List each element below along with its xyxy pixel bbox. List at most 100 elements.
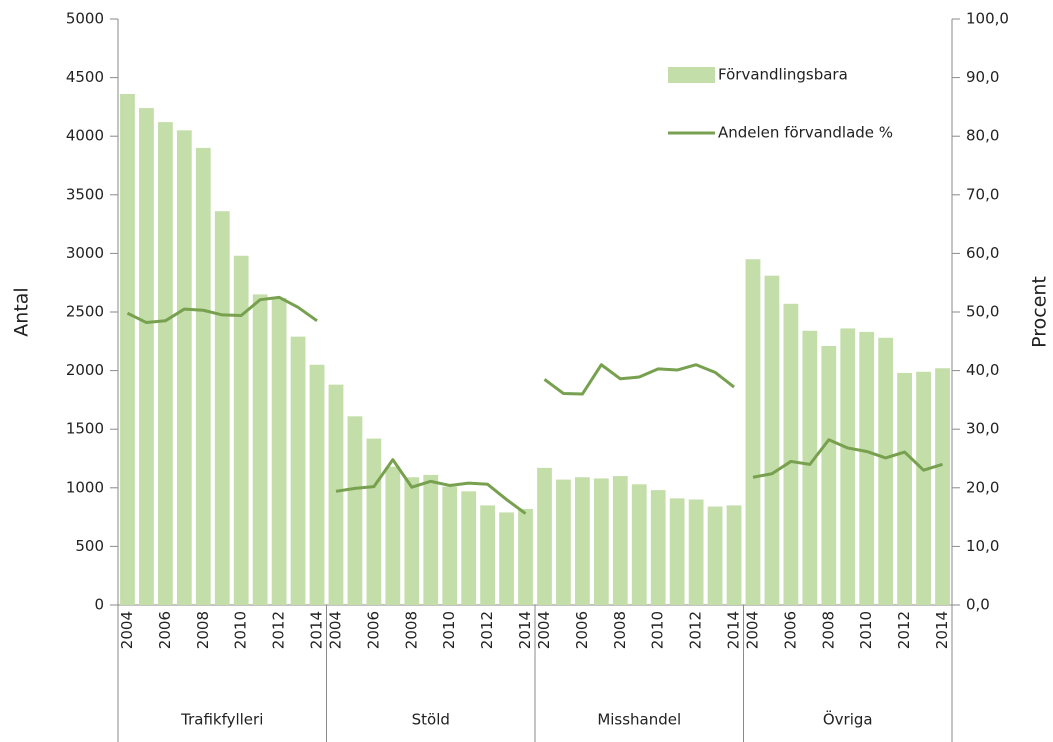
group-label: Misshandel bbox=[597, 711, 681, 729]
bar bbox=[537, 467, 552, 605]
bar bbox=[897, 372, 913, 605]
bar bbox=[518, 508, 533, 605]
bar bbox=[195, 147, 211, 606]
y-tick-label: 1500 bbox=[66, 420, 104, 438]
x-tick-label: 2014 bbox=[308, 611, 326, 649]
bar bbox=[233, 255, 249, 605]
x-tick-label: 2004 bbox=[326, 611, 344, 649]
y2-tick-label: 80,0 bbox=[966, 127, 999, 145]
y2-tick-label: 50,0 bbox=[966, 303, 999, 321]
bar bbox=[840, 328, 856, 605]
line bbox=[543, 363, 735, 396]
y2-tick-label: 10,0 bbox=[966, 537, 999, 555]
bar bbox=[214, 211, 230, 605]
y-tick-label: 5000 bbox=[66, 10, 104, 28]
y-axis-label: Antal bbox=[11, 287, 33, 336]
bar bbox=[859, 331, 875, 605]
x-tick-label: 2012 bbox=[478, 611, 496, 649]
group-label: Trafikfylleri bbox=[180, 711, 263, 729]
legend-swatch bbox=[668, 67, 715, 83]
bar bbox=[726, 505, 742, 605]
bar bbox=[783, 303, 799, 605]
x-tick-label: 2006 bbox=[364, 611, 382, 649]
bar bbox=[764, 275, 780, 605]
x-tick-label: 2014 bbox=[725, 611, 743, 649]
bar bbox=[650, 490, 666, 605]
y2-tick-label: 100,0 bbox=[966, 10, 1009, 28]
bar bbox=[745, 259, 761, 605]
x-tick-label: 2012 bbox=[687, 611, 705, 649]
x-tick-label: 2012 bbox=[895, 611, 913, 649]
x-tick-label: 2014 bbox=[933, 611, 951, 649]
bar bbox=[290, 336, 306, 605]
bar bbox=[480, 505, 496, 605]
y-tick-label: 500 bbox=[75, 537, 104, 555]
y2-tick-label: 30,0 bbox=[966, 420, 999, 438]
line bbox=[126, 295, 318, 325]
line bbox=[752, 438, 943, 479]
y2-tick-label: 20,0 bbox=[966, 478, 999, 496]
bar bbox=[252, 294, 268, 605]
bar bbox=[593, 478, 609, 605]
bar bbox=[442, 486, 458, 605]
y-tick-label: 4500 bbox=[66, 68, 104, 86]
bar bbox=[176, 130, 192, 605]
legend-label: Förvandlingsbara bbox=[718, 66, 848, 84]
bar bbox=[574, 477, 590, 605]
x-tick-label: 2014 bbox=[516, 611, 534, 649]
y-tick-label: 3500 bbox=[66, 185, 104, 203]
x-tick-label: 2006 bbox=[156, 611, 174, 649]
x-tick-label: 2010 bbox=[232, 611, 250, 649]
bar bbox=[688, 499, 704, 605]
bar bbox=[499, 512, 514, 605]
y2-tick-label: 70,0 bbox=[966, 185, 999, 203]
bar bbox=[157, 122, 173, 606]
bar bbox=[707, 506, 723, 605]
y-tick-label: 4000 bbox=[66, 127, 104, 145]
bar bbox=[385, 466, 401, 605]
group-label: Övriga bbox=[823, 710, 873, 729]
y-tick-label: 3000 bbox=[66, 244, 104, 262]
y-tick-label: 2000 bbox=[66, 361, 104, 379]
bar bbox=[309, 364, 325, 605]
bar bbox=[271, 297, 287, 605]
bar bbox=[935, 368, 950, 605]
bar bbox=[120, 94, 135, 606]
x-tick-label: 2004 bbox=[118, 611, 136, 649]
x-tick-label: 2008 bbox=[819, 611, 837, 649]
x-tick-label: 2008 bbox=[611, 611, 629, 649]
x-tick-label: 2006 bbox=[573, 611, 591, 649]
line bbox=[335, 458, 527, 515]
bar bbox=[802, 330, 818, 605]
y-tick-label: 0 bbox=[94, 596, 104, 614]
bar bbox=[404, 477, 420, 605]
bar bbox=[612, 476, 628, 605]
x-tick-label: 2008 bbox=[402, 611, 420, 649]
bar bbox=[878, 337, 894, 605]
legend-label: Andelen förvandlade % bbox=[718, 124, 893, 142]
y2-axis-label: Procent bbox=[1029, 276, 1051, 348]
y2-tick-label: 90,0 bbox=[966, 68, 999, 86]
bar bbox=[631, 484, 647, 605]
y-tick-label: 2500 bbox=[66, 303, 104, 321]
bar bbox=[556, 479, 571, 605]
bar bbox=[916, 371, 931, 605]
x-tick-label: 2012 bbox=[270, 611, 288, 649]
bar bbox=[423, 474, 439, 605]
y2-tick-label: 0,0 bbox=[966, 596, 990, 614]
bar bbox=[669, 498, 685, 605]
x-tick-label: 2004 bbox=[535, 611, 553, 649]
bar bbox=[821, 345, 837, 605]
y2-tick-label: 60,0 bbox=[966, 244, 999, 262]
bar bbox=[461, 491, 477, 605]
bar bbox=[347, 416, 363, 605]
y2-tick-label: 40,0 bbox=[966, 361, 999, 379]
x-tick-label: 2010 bbox=[649, 611, 667, 649]
bar bbox=[366, 438, 382, 605]
bar bbox=[328, 384, 344, 605]
group-label: Stöld bbox=[412, 711, 450, 729]
x-tick-label: 2008 bbox=[194, 611, 212, 649]
y-tick-label: 1000 bbox=[66, 478, 104, 496]
bar bbox=[139, 108, 154, 606]
